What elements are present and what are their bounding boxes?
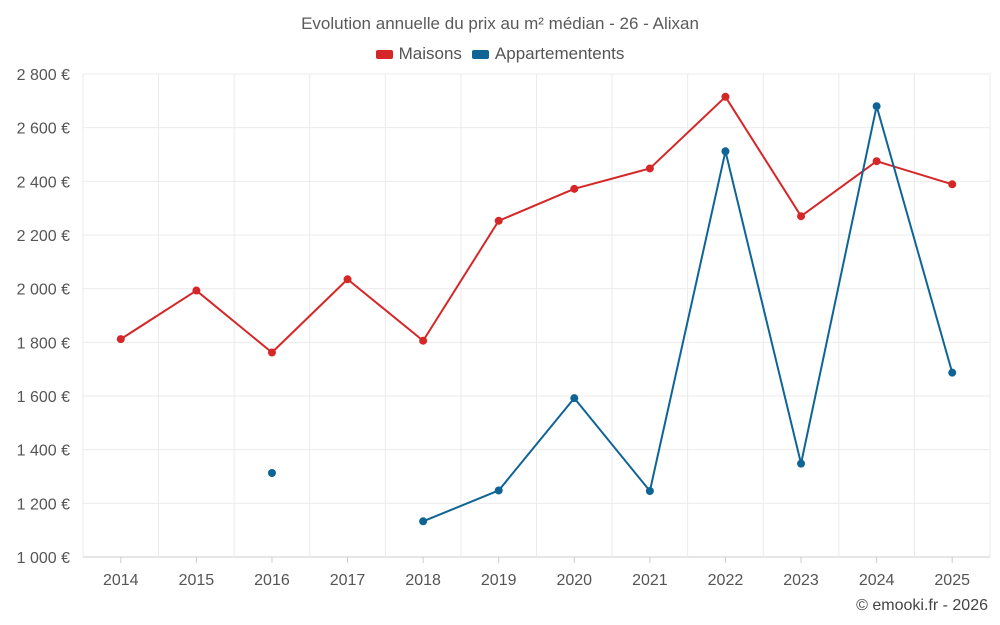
series-1-point: [645, 486, 654, 495]
series-0-point: [267, 348, 276, 357]
x-tick-label: 2023: [783, 572, 819, 589]
series-0-point: [419, 336, 428, 345]
y-tick-label: 2 600 €: [17, 121, 70, 138]
series-0-point: [872, 157, 881, 166]
series-1-point: [872, 102, 881, 111]
series-1-line: [422, 105, 954, 523]
x-tick-label: 2016: [254, 572, 290, 589]
series-0-point: [192, 286, 201, 295]
legend-label-appartements: Appartementents: [494, 44, 625, 63]
series-1-point: [570, 394, 579, 403]
x-tick-label: 2014: [103, 572, 139, 589]
x-tick-label: 2025: [934, 572, 970, 589]
legend-item-maisons[interactable]: Maisons: [375, 44, 462, 64]
x-tick-label: 2024: [859, 572, 895, 589]
series-1-point: [267, 469, 276, 478]
series-1-point: [494, 486, 503, 495]
x-tick-label: 2022: [708, 572, 744, 589]
series-layer: [116, 92, 957, 526]
y-tick-label: 2 000 €: [17, 282, 70, 299]
series-0-point: [494, 216, 503, 225]
y-tick-label: 2 400 €: [17, 174, 70, 191]
series-0-point: [343, 275, 352, 284]
series-0-point: [570, 184, 579, 193]
y-tick-label: 1 000 €: [17, 550, 70, 567]
series-0-line: [120, 95, 953, 354]
x-tick-label: 2015: [179, 572, 215, 589]
series-0-point: [645, 164, 654, 173]
series-1-point: [419, 517, 428, 526]
series-0-point: [797, 212, 806, 221]
legend-label-maisons: Maisons: [398, 44, 462, 63]
x-tick-label: 2020: [556, 572, 592, 589]
axis-layer: 1 000 € 1 200 € 1 400 € 1 600 € 1 800 € 2 000…: [17, 67, 970, 589]
series-1-point: [721, 147, 730, 156]
series-0-point: [948, 180, 957, 189]
series-0-point: [721, 92, 730, 101]
chart-title: Evolution annuelle du prix au m² médian …: [301, 14, 699, 33]
x-tick-label: 2021: [632, 572, 668, 589]
series-0-point: [116, 335, 125, 344]
credit-text: © emooki.fr - 2026: [856, 597, 988, 614]
y-tick-label: 1 400 €: [17, 443, 70, 460]
y-tick-label: 1 200 €: [17, 496, 70, 513]
legend: Maisons Appartementents: [0, 44, 1000, 64]
legend-swatch-appartements: [471, 49, 489, 59]
x-tick-label: 2019: [481, 572, 517, 589]
legend-item-appartements[interactable]: Appartementents: [471, 44, 625, 64]
y-tick-label: 2 800 €: [17, 67, 70, 84]
series-1-point: [797, 459, 806, 468]
y-tick-label: 2 200 €: [17, 228, 70, 245]
grid-layer: [82, 73, 991, 558]
x-tick-label: 2018: [405, 572, 441, 589]
y-tick-label: 1 800 €: [17, 335, 70, 352]
x-tick-label: 2017: [330, 572, 366, 589]
y-tick-label: 1 600 €: [17, 389, 70, 406]
legend-swatch-maisons: [375, 49, 393, 59]
series-1-point: [948, 368, 957, 377]
